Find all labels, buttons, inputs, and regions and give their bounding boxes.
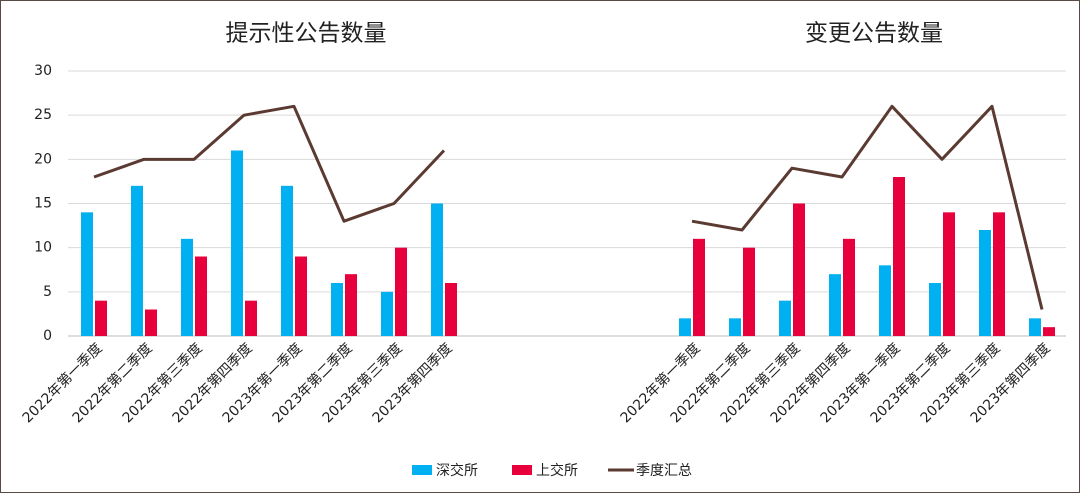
bar bbox=[743, 247, 755, 336]
bar bbox=[943, 212, 955, 336]
series bbox=[693, 177, 1055, 336]
chart-title: 提示性公告数量 bbox=[226, 21, 387, 47]
bar bbox=[679, 318, 691, 336]
series bbox=[691, 104, 1044, 310]
y-tick-label: 0 bbox=[43, 328, 52, 344]
legend-label: 深交所 bbox=[436, 462, 478, 479]
bar bbox=[979, 230, 991, 336]
legend-label: 季度汇总 bbox=[636, 463, 692, 479]
y-tick-label: 10 bbox=[34, 240, 52, 256]
bar bbox=[779, 300, 791, 336]
legend-label: 上交所 bbox=[536, 462, 578, 479]
series bbox=[81, 150, 443, 336]
line bbox=[93, 104, 446, 223]
bar bbox=[893, 177, 905, 336]
bar bbox=[81, 212, 93, 336]
bar bbox=[1029, 318, 1041, 336]
bar bbox=[1043, 327, 1055, 336]
series bbox=[95, 247, 457, 336]
bar bbox=[331, 283, 343, 336]
bar bbox=[793, 203, 805, 336]
bar bbox=[829, 274, 841, 336]
bar bbox=[345, 274, 357, 336]
bar bbox=[445, 283, 457, 336]
bar bbox=[431, 203, 443, 336]
bar bbox=[929, 283, 941, 336]
legend-swatch bbox=[412, 465, 432, 475]
y-tick-label: 5 bbox=[43, 284, 52, 300]
bar bbox=[693, 238, 705, 336]
bar bbox=[295, 256, 307, 336]
y-tick-label: 20 bbox=[34, 151, 52, 167]
bar bbox=[993, 212, 1005, 336]
bar bbox=[281, 185, 293, 336]
bar bbox=[729, 318, 741, 336]
bar bbox=[843, 238, 855, 336]
bar bbox=[395, 247, 407, 336]
bar bbox=[145, 309, 157, 336]
bar bbox=[381, 291, 393, 336]
series bbox=[93, 104, 446, 223]
bar bbox=[231, 150, 243, 336]
series bbox=[679, 230, 1041, 336]
legend-swatch bbox=[512, 465, 532, 475]
bar bbox=[195, 256, 207, 336]
bar bbox=[245, 300, 257, 336]
line bbox=[691, 104, 1044, 310]
y-tick-label: 30 bbox=[34, 63, 52, 79]
chart-title: 变更公告数量 bbox=[805, 21, 943, 47]
y-tick-label: 15 bbox=[34, 196, 52, 212]
bar bbox=[181, 238, 193, 336]
bar bbox=[879, 265, 891, 336]
y-tick-label: 25 bbox=[34, 107, 52, 123]
bar bbox=[95, 300, 107, 336]
bar bbox=[131, 185, 143, 336]
